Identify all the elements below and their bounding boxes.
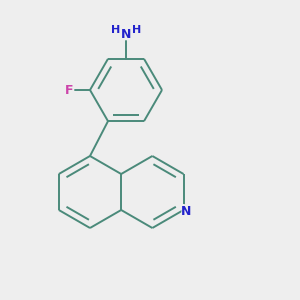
Text: N: N — [120, 27, 132, 42]
Text: H: H — [130, 23, 142, 37]
Text: F: F — [64, 82, 75, 98]
Text: H: H — [132, 25, 141, 35]
Text: H: H — [111, 25, 120, 35]
Text: N: N — [181, 205, 191, 218]
Text: F: F — [65, 83, 74, 97]
Text: N: N — [180, 204, 192, 219]
Text: N: N — [121, 28, 131, 41]
Text: H: H — [110, 23, 122, 37]
